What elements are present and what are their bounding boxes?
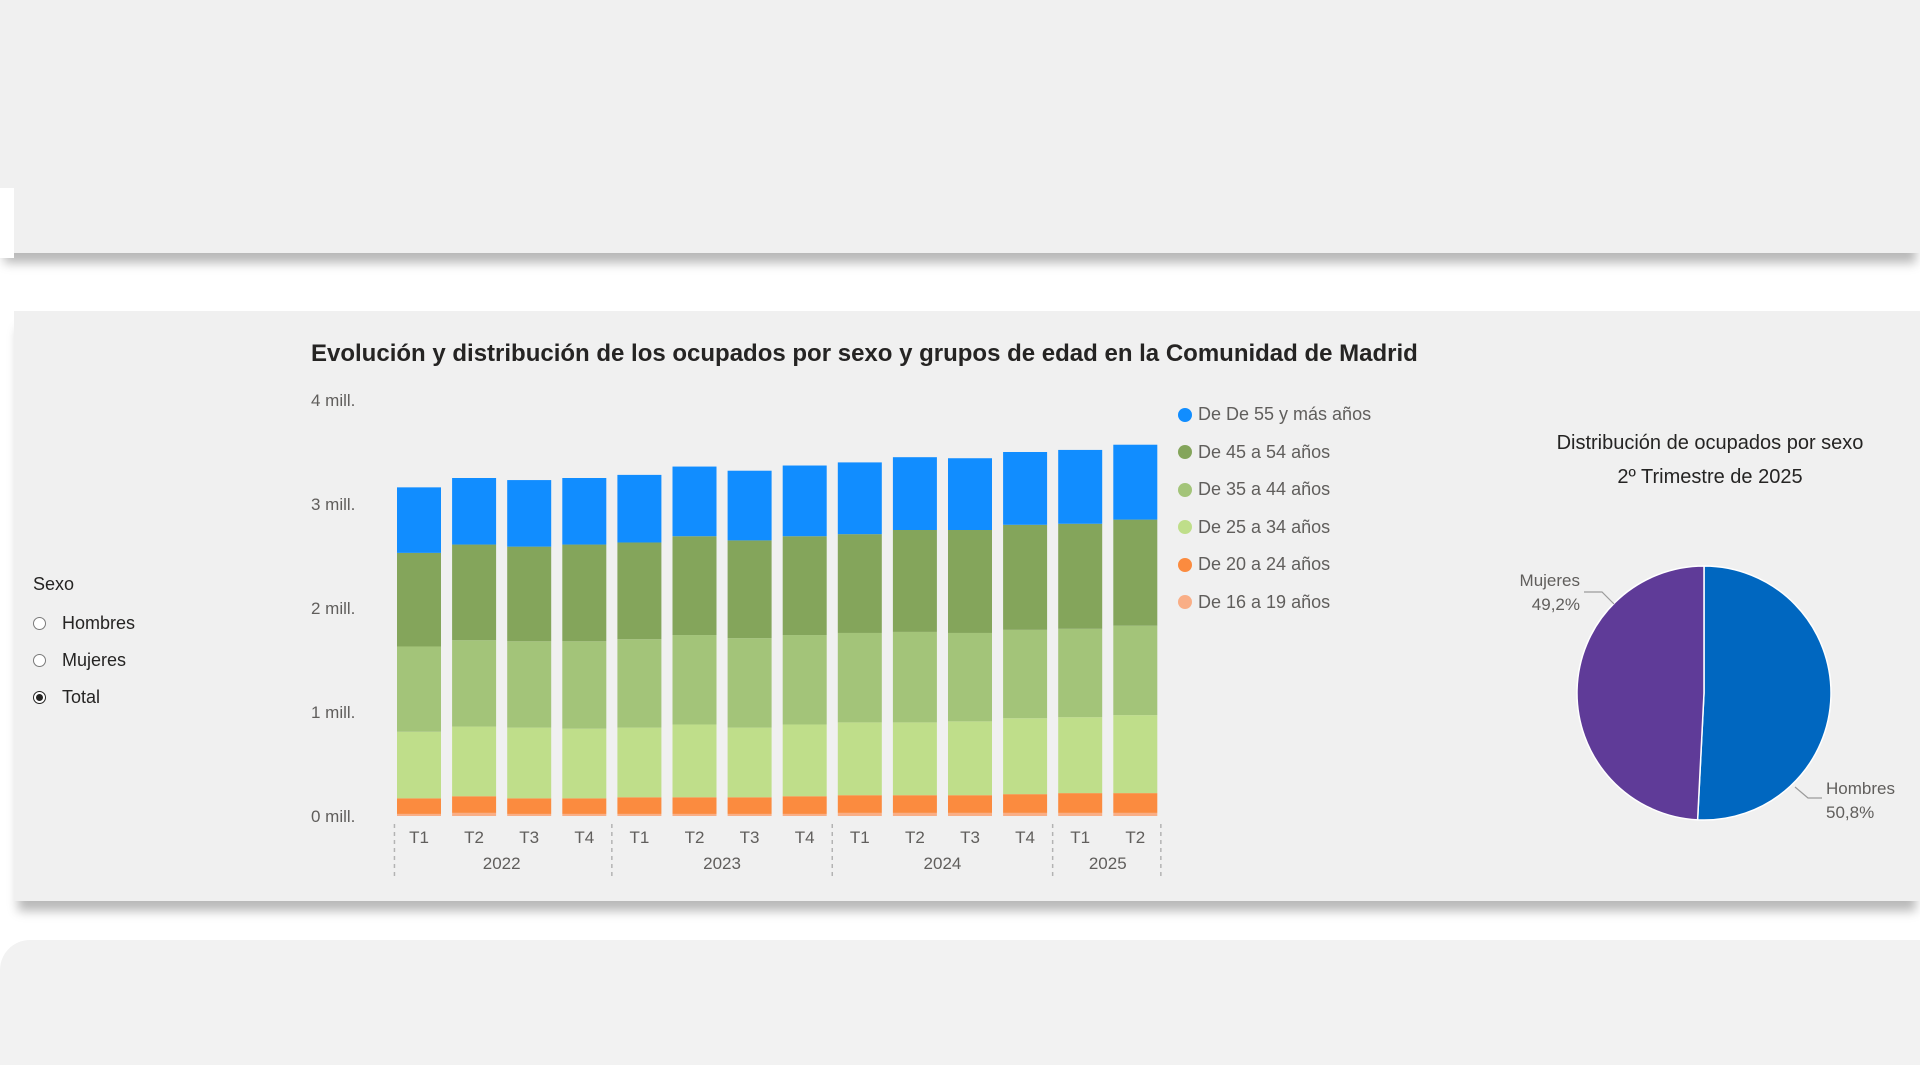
legend-dot-icon bbox=[1178, 482, 1192, 497]
report-visual-panel bbox=[14, 311, 1920, 901]
slicer-option-label: Total bbox=[62, 687, 101, 707]
radio-icon[interactable] bbox=[33, 617, 46, 630]
panel-edge bbox=[0, 188, 14, 258]
legend-label: De 35 a 44 años bbox=[1198, 479, 1331, 500]
pie-title-line1: Distribución de ocupados por sexo bbox=[1556, 432, 1864, 454]
radio-icon[interactable] bbox=[33, 654, 46, 667]
legend-dot-icon bbox=[1178, 520, 1192, 535]
legend-dot-icon bbox=[1178, 557, 1192, 572]
sexo-slicer: Sexo Hombres Mujeres Total bbox=[33, 574, 135, 716]
pie-chart-title: Distribución de ocupados por sexo 2º Tri… bbox=[1520, 426, 1900, 494]
radio-selected-icon[interactable] bbox=[33, 691, 46, 704]
legend-label: De 16 a 19 años bbox=[1198, 591, 1331, 612]
legend-item-45-54[interactable]: De 45 a 54 años bbox=[1178, 434, 1371, 472]
chart-legend: De De 55 y más años De 45 a 54 años De 3… bbox=[1178, 396, 1371, 621]
legend-label: De 25 a 34 años bbox=[1198, 516, 1331, 537]
chart-title: Evolución y distribución de los ocupados… bbox=[311, 340, 1418, 367]
legend-label: De 45 a 54 años bbox=[1198, 441, 1331, 462]
slicer-title: Sexo bbox=[33, 574, 75, 594]
legend-item-25-34[interactable]: De 25 a 34 años bbox=[1178, 509, 1371, 547]
slicer-option-mujeres[interactable]: Mujeres bbox=[33, 642, 135, 679]
slicer-option-label: Mujeres bbox=[62, 650, 127, 670]
slicer-option-hombres[interactable]: Hombres bbox=[33, 605, 135, 642]
legend-item-35-44[interactable]: De 35 a 44 años bbox=[1178, 471, 1371, 509]
legend-item-20-24[interactable]: De 20 a 24 años bbox=[1178, 546, 1371, 584]
legend-item-55-mas[interactable]: De De 55 y más años bbox=[1178, 396, 1371, 434]
slicer-option-total[interactable]: Total bbox=[33, 679, 135, 716]
legend-label: De De 55 y más años bbox=[1198, 404, 1372, 425]
pie-title-line2: 2º Trimestre de 2025 bbox=[1617, 466, 1803, 488]
legend-dot-icon bbox=[1178, 595, 1192, 610]
legend-label: De 20 a 24 años bbox=[1198, 554, 1331, 575]
legend-dot-icon bbox=[1178, 407, 1192, 422]
bottom-panel bbox=[0, 940, 1920, 1065]
slicer-option-label: Hombres bbox=[62, 613, 136, 633]
top-panel bbox=[0, 0, 1920, 258]
legend-dot-icon bbox=[1178, 445, 1192, 460]
legend-item-16-19[interactable]: De 16 a 19 años bbox=[1178, 584, 1371, 622]
